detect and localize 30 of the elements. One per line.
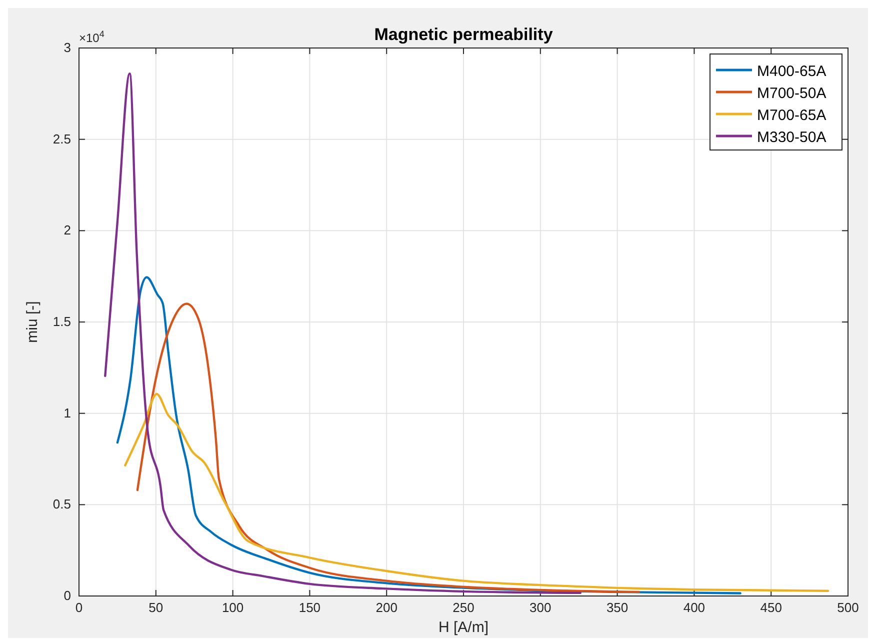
x-axis-title: H [A/m] bbox=[438, 619, 489, 636]
x-tick-label: 250 bbox=[452, 600, 474, 615]
x-tick-label: 350 bbox=[606, 600, 628, 615]
text: ×10$^{4}$ bbox=[79, 29, 104, 45]
x-tick-label: 500 bbox=[837, 600, 859, 615]
line-series bbox=[104, 72, 582, 594]
x-tick-label: 0 bbox=[75, 600, 83, 615]
x-tick-label: 400 bbox=[683, 600, 706, 615]
y-tick-label: 3 bbox=[64, 40, 71, 55]
y-tick-label: 0.5 bbox=[52, 496, 71, 512]
line-series bbox=[124, 392, 830, 592]
y-tick-label: 2 bbox=[64, 222, 71, 238]
x-tick-label: 200 bbox=[376, 600, 398, 615]
chart-title: Magnetic permeability bbox=[374, 25, 554, 44]
y-axis-title: miu [-] bbox=[24, 301, 41, 343]
y-tick-label: 2.5 bbox=[52, 131, 71, 146]
legend-label: M700-65A bbox=[757, 107, 826, 124]
line-series bbox=[116, 276, 742, 594]
x-tick-label: 300 bbox=[530, 600, 552, 615]
x-tick-label: 50 bbox=[148, 600, 164, 615]
legend-label: M330-50A bbox=[757, 129, 826, 146]
y-tick-label: 1 bbox=[64, 405, 71, 420]
legend-label: M400-65A bbox=[757, 63, 826, 80]
line-series bbox=[136, 302, 640, 594]
y-tick-label: 0 bbox=[64, 588, 71, 603]
legend-label: M700-50A bbox=[757, 85, 826, 102]
y-tick-label: 1.5 bbox=[52, 314, 71, 329]
x-tick-label: 150 bbox=[298, 600, 321, 615]
x-tick-label: 450 bbox=[760, 600, 782, 615]
x-tick-label: 100 bbox=[222, 600, 244, 615]
